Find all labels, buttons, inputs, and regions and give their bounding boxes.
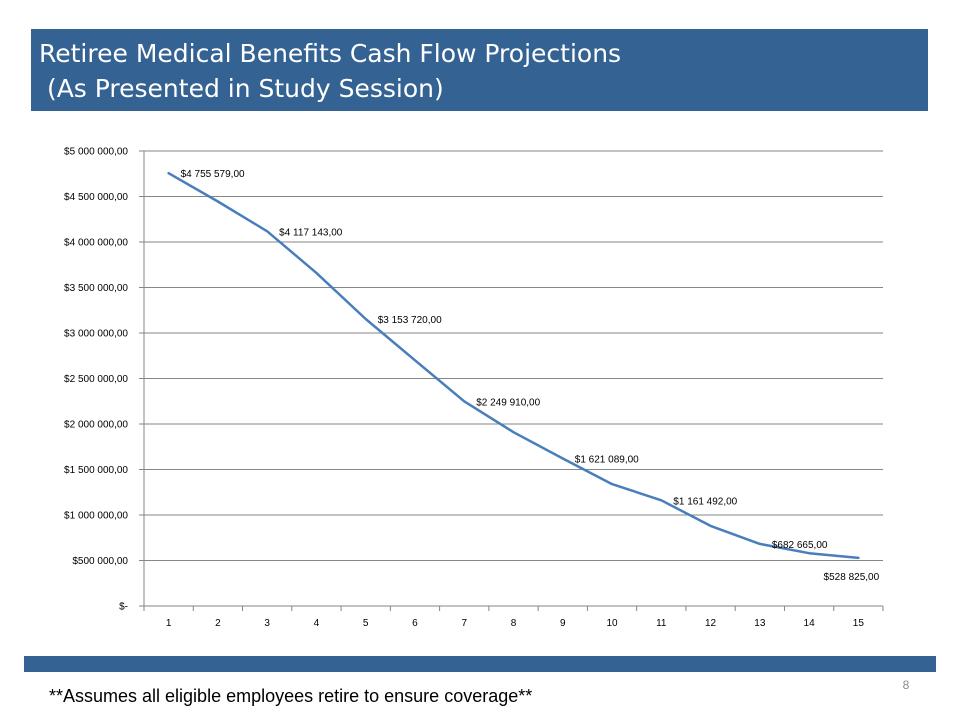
data-point	[364, 318, 367, 321]
y-tick-label: $3 500 000,00	[64, 283, 128, 294]
data-label: $528 825,00	[824, 572, 880, 583]
x-tick-label: 9	[560, 618, 566, 629]
data-label: $4 117 143,00	[279, 227, 343, 238]
x-tick-label: 3	[264, 618, 270, 629]
x-tick-label: 12	[705, 618, 717, 629]
slide-subtitle: (As Presented in Study Session)	[39, 74, 444, 103]
x-tick-label: 11	[656, 618, 667, 629]
data-point	[266, 230, 269, 233]
cash-flow-line-chart: $- $500 000,00 $1 000 000,00 $1 500 000,00 $…	[64, 147, 884, 629]
footnote: **Assumes all eligible employees retire …	[49, 686, 533, 706]
x-tick-label: 1	[166, 618, 172, 629]
data-point	[216, 200, 219, 203]
data-point	[561, 457, 564, 460]
x-tick-label: 8	[511, 618, 517, 629]
data-point	[808, 552, 811, 555]
data-label: $3 153 720,00	[378, 315, 442, 326]
y-tick-label: $4 500 000,00	[64, 192, 128, 203]
y-tick-label: $4 000 000,00	[64, 238, 128, 249]
x-tick-label: 5	[363, 618, 369, 629]
data-label: $1 161 492,00	[673, 496, 737, 507]
y-tick-label: $1 500 000,00	[64, 465, 128, 476]
page-number: 8	[902, 678, 910, 692]
y-tick-label: $3 000 000,00	[64, 329, 128, 340]
data-point	[758, 542, 761, 545]
data-point	[167, 172, 170, 175]
x-tick-label: 2	[215, 618, 221, 629]
x-tick-label: 6	[412, 618, 418, 629]
x-tick-label: 13	[754, 618, 766, 629]
data-point	[709, 524, 712, 527]
series-line	[167, 171, 860, 560]
data-point	[660, 499, 663, 502]
x-tick-label: 10	[606, 618, 618, 629]
y-tick-label: $1 000 000,00	[64, 511, 128, 522]
y-tick-label: $500 000,00	[72, 556, 128, 567]
data-point	[857, 556, 860, 559]
footer-bar	[24, 656, 936, 672]
y-tick-label: $2 500 000,00	[64, 374, 128, 385]
data-point	[315, 271, 318, 274]
slide-title: Retiree Medical Benefits Cash Flow Proje…	[39, 39, 622, 68]
y-tick-label: $5 000 000,00	[64, 147, 128, 158]
data-point	[611, 483, 614, 486]
data-label: $682 665,00	[772, 540, 828, 551]
data-point	[463, 400, 466, 403]
data-label: $1 621 089,00	[575, 454, 639, 465]
x-tick-label: 7	[461, 618, 467, 629]
y-tick-label: $-	[119, 602, 128, 613]
x-tick-label: 14	[804, 618, 816, 629]
data-point	[413, 359, 416, 362]
y-tick-label: $2 000 000,00	[64, 420, 128, 431]
title-banner: Retiree Medical Benefits Cash Flow Proje…	[31, 29, 928, 111]
data-label: $2 249 910,00	[476, 397, 540, 408]
data-label: $4 755 579,00	[181, 169, 245, 180]
x-tick-label: 15	[853, 618, 865, 629]
data-point	[512, 431, 515, 434]
x-tick-label: 4	[314, 618, 320, 629]
